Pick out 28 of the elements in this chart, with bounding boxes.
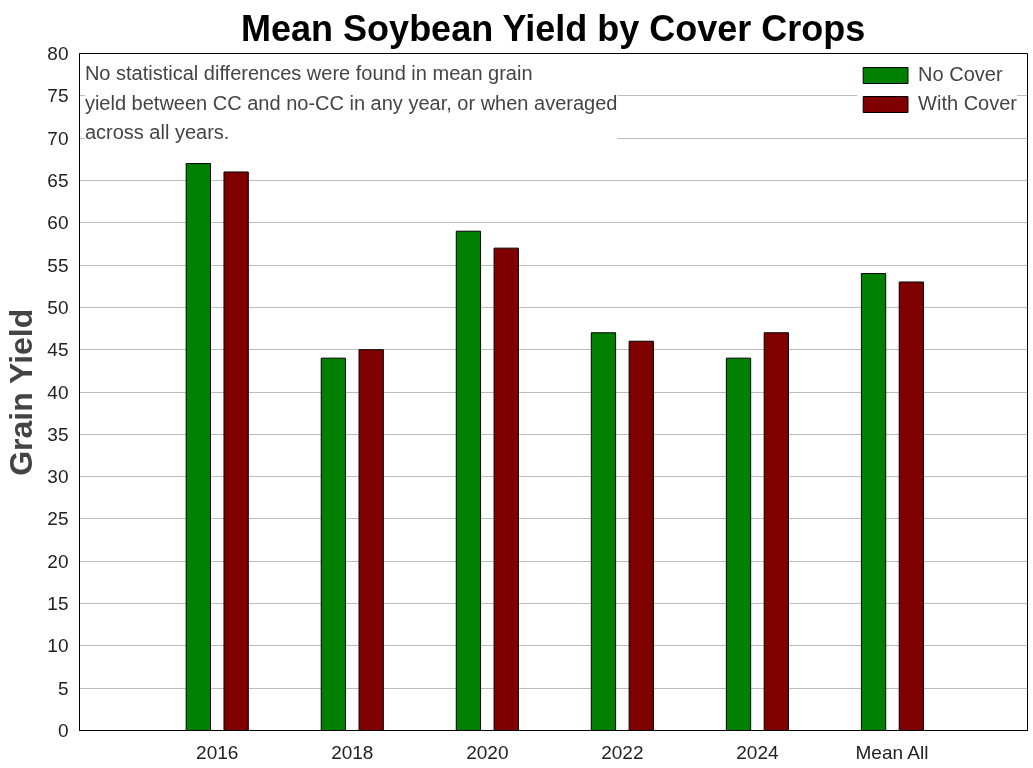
x-tick-label: Mean All <box>855 741 929 763</box>
y-tick-label: 75 <box>47 85 69 107</box>
y-tick-label: 10 <box>47 635 69 657</box>
y-tick-label: 60 <box>47 212 69 234</box>
y-tick-label: 40 <box>47 381 69 403</box>
y-tick-label: 30 <box>47 466 69 488</box>
y-tick-label: 45 <box>47 339 69 361</box>
legend-label: With Cover <box>918 92 1017 115</box>
y-tick-label: 0 <box>57 720 69 741</box>
chart-title: Mean Soybean Yield by Cover Crops <box>241 7 866 49</box>
y-tick-label: 65 <box>47 169 69 191</box>
y-tick-label: 20 <box>47 550 69 572</box>
y-tick-label: 25 <box>47 508 69 530</box>
annotation: No statistical differences were found in mean grain yield between CC and no-CC in any year, or when averaged across all years. <box>84 61 618 144</box>
y-axis-title: Grain Yield <box>3 308 40 476</box>
x-tick-label: 2018 <box>331 741 374 763</box>
legend-label: No Cover <box>918 63 1003 86</box>
x-tick-label: 2022 <box>601 741 644 763</box>
x-tick-label: 2020 <box>466 741 509 763</box>
y-tick-label: 70 <box>47 127 69 149</box>
x-tick-label: 2016 <box>196 741 239 763</box>
x-tick-label: 2024 <box>736 741 779 763</box>
y-tick-label: 80 <box>47 43 69 64</box>
y-tick-label: 50 <box>47 296 69 318</box>
y-tick-label: 5 <box>57 677 69 699</box>
y-tick-label: 55 <box>47 254 69 276</box>
y-tick-label: 35 <box>47 423 69 445</box>
y-tick-label: 15 <box>47 593 69 615</box>
